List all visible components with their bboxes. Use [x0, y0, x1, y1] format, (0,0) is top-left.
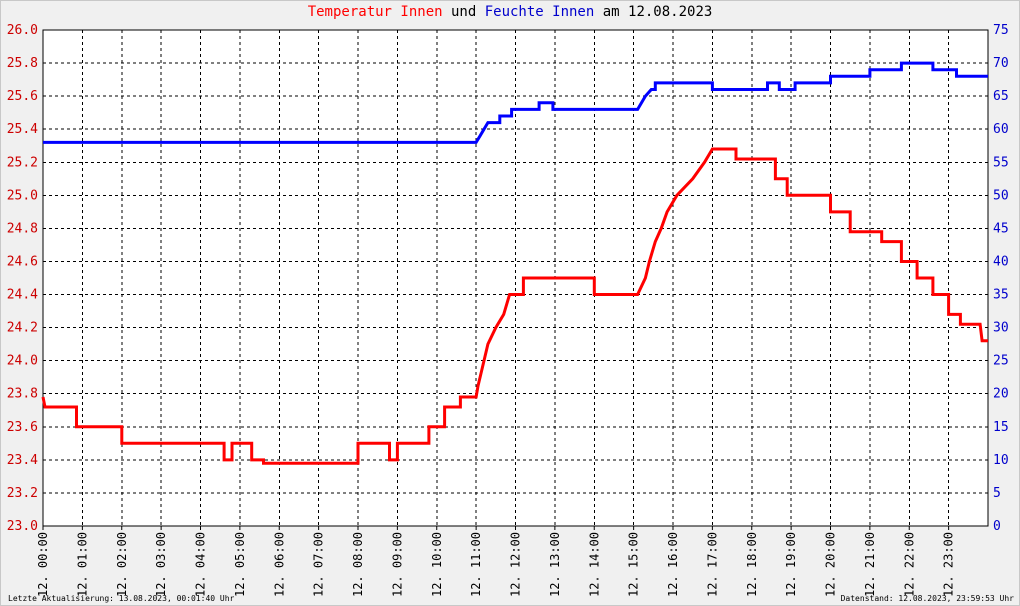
- title-humidity: Feuchte Innen: [484, 4, 595, 20]
- x-tick-label: 12. 20:00: [824, 532, 838, 597]
- footer-last-update: Letzte Aktualisierung: 13.08.2023, 00:01…: [8, 594, 235, 603]
- y-right-tick-label: 35: [993, 288, 1009, 303]
- y-left-tick-label: 23.8: [7, 387, 38, 402]
- x-tick-label: 12. 08:00: [351, 532, 365, 597]
- x-tick-label: 12. 11:00: [469, 532, 483, 597]
- y-right-tick-label: 25: [993, 354, 1009, 369]
- y-left-tick-label: 25.8: [7, 56, 38, 71]
- x-tick-label: 12. 16:00: [666, 532, 680, 597]
- y-left-tick-label: 24.6: [7, 254, 38, 269]
- x-tick-label: 12. 10:00: [430, 532, 444, 597]
- x-tick-label: 12. 05:00: [233, 532, 247, 597]
- y-right-tick-label: 30: [993, 321, 1009, 336]
- x-tick-label: 12. 22:00: [902, 532, 916, 597]
- x-tick-label: 12. 18:00: [745, 532, 759, 597]
- y-left-tick-label: 24.2: [7, 321, 38, 336]
- y-right-tick-label: 50: [993, 188, 1009, 203]
- x-tick-label: 12. 04:00: [194, 532, 208, 597]
- x-tick-label: 12. 06:00: [272, 532, 286, 597]
- y-right-tick-label: 5: [993, 486, 1001, 501]
- y-right-tick-label: 60: [993, 122, 1009, 137]
- footer-data-status: Datenstand: 12.08.2023, 23:59:53 Uhr: [840, 594, 1014, 603]
- y-right-tick-label: 10: [993, 453, 1009, 468]
- title-date: am 12.08.2023: [602, 4, 713, 20]
- x-tick-label: 12. 15:00: [627, 532, 641, 597]
- x-tick-label: 12. 14:00: [587, 532, 601, 597]
- humidity-series-line: [43, 61, 988, 144]
- y-right-tick-label: 75: [993, 23, 1009, 38]
- chart-title: Temperatur Innen und Feuchte Innen am 12…: [0, 4, 1020, 20]
- x-tick-label: 12. 01:00: [75, 532, 89, 597]
- y-right-tick-label: 40: [993, 254, 1009, 269]
- y-left-tick-label: 25.4: [7, 122, 38, 137]
- x-tick-label: 12. 02:00: [115, 532, 129, 597]
- y-left-tick-label: 23.0: [7, 519, 38, 534]
- y-left-tick-label: 25.0: [7, 188, 38, 203]
- x-tick-label: 12. 12:00: [509, 532, 523, 597]
- y-left-tick-label: 25.6: [7, 89, 38, 104]
- y-right-tick-label: 70: [993, 56, 1009, 71]
- x-tick-label: 12. 00:00: [36, 532, 50, 597]
- y-left-tick-label: 23.4: [7, 453, 38, 468]
- title-connector: und: [450, 4, 477, 20]
- y-left-tick-label: 23.2: [7, 486, 38, 501]
- x-tick-label: 12. 09:00: [390, 532, 404, 597]
- x-tick-label: 12. 13:00: [548, 532, 562, 597]
- y-left-tick-label: 23.6: [7, 420, 38, 435]
- title-temperature: Temperatur Innen: [307, 4, 443, 20]
- x-tick-label: 12. 23:00: [942, 532, 956, 597]
- y-right-tick-label: 15: [993, 420, 1009, 435]
- plot-border: [42, 29, 989, 527]
- x-tick-label: 12. 17:00: [705, 532, 719, 597]
- y-left-tick-label: 26.0: [7, 23, 38, 38]
- y-left-tick-label: 25.2: [7, 155, 38, 170]
- temperature-series-line: [41, 147, 988, 465]
- y-left-tick-label: 24.8: [7, 221, 38, 236]
- y-right-tick-label: 55: [993, 155, 1009, 170]
- y-right-tick-label: 20: [993, 387, 1009, 402]
- y-right-tick-label: 45: [993, 221, 1009, 236]
- x-tick-label: 12. 07:00: [312, 532, 326, 597]
- x-tick-label: 12. 21:00: [863, 532, 877, 597]
- y-left-tick-label: 24.0: [7, 354, 38, 369]
- y-right-tick-label: 65: [993, 89, 1009, 104]
- x-tick-label: 12. 19:00: [784, 532, 798, 597]
- y-right-tick-label: 0: [993, 519, 1001, 534]
- y-left-tick-label: 24.4: [7, 288, 38, 303]
- x-tick-label: 12. 03:00: [154, 532, 168, 597]
